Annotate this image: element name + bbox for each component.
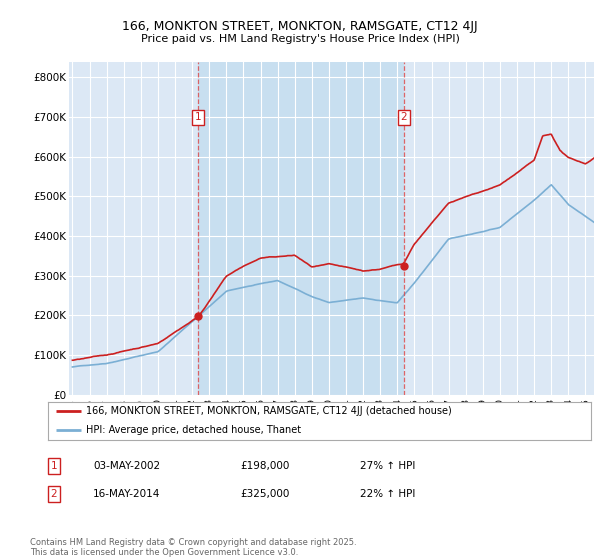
Text: 27% ↑ HPI: 27% ↑ HPI <box>360 461 415 471</box>
Text: 16-MAY-2014: 16-MAY-2014 <box>93 489 160 499</box>
Text: 1: 1 <box>195 112 202 122</box>
Bar <box>198 62 404 395</box>
Text: 03-MAY-2002: 03-MAY-2002 <box>93 461 160 471</box>
Text: 2: 2 <box>400 112 407 122</box>
Text: HPI: Average price, detached house, Thanet: HPI: Average price, detached house, Than… <box>86 425 301 435</box>
Text: 166, MONKTON STREET, MONKTON, RAMSGATE, CT12 4JJ: 166, MONKTON STREET, MONKTON, RAMSGATE, … <box>122 20 478 32</box>
Text: £198,000: £198,000 <box>240 461 289 471</box>
Text: 1: 1 <box>50 461 58 471</box>
Text: £325,000: £325,000 <box>240 489 289 499</box>
Text: Contains HM Land Registry data © Crown copyright and database right 2025.
This d: Contains HM Land Registry data © Crown c… <box>30 538 356 557</box>
Text: 2: 2 <box>50 489 58 499</box>
Text: 166, MONKTON STREET, MONKTON, RAMSGATE, CT12 4JJ (detached house): 166, MONKTON STREET, MONKTON, RAMSGATE, … <box>86 406 452 416</box>
Text: 22% ↑ HPI: 22% ↑ HPI <box>360 489 415 499</box>
Text: Price paid vs. HM Land Registry's House Price Index (HPI): Price paid vs. HM Land Registry's House … <box>140 34 460 44</box>
